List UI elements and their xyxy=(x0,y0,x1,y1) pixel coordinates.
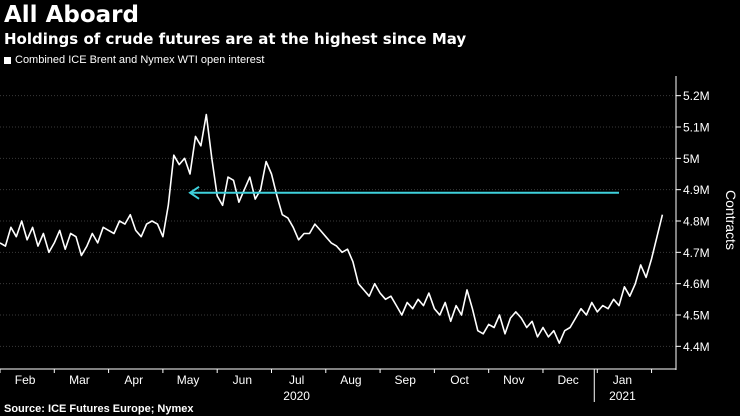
x-axis-ticks: Feb Mar Apr May Jun Jul Aug Sep Oct Nov Dec Jan 2020… xyxy=(0,368,676,403)
x-tick-label: Apr xyxy=(124,373,143,387)
y-tick-label: 5M xyxy=(683,152,700,166)
x-tick-label: May xyxy=(177,373,200,387)
chart-subtitle: Holdings of crude futures are at the hig… xyxy=(4,30,467,48)
legend-label: Combined ICE Brent and Nymex WTI open in… xyxy=(15,54,265,66)
legend-swatch xyxy=(4,56,11,64)
gridlines xyxy=(0,95,676,347)
x-tick-label: Aug xyxy=(340,373,361,387)
x-tick-label: Nov xyxy=(503,373,524,387)
y-tick-label: 4.8M xyxy=(683,215,710,229)
x-tick-label: Jan xyxy=(613,373,632,387)
y-tick-label: 4.6M xyxy=(683,277,710,291)
arrow-head xyxy=(188,185,200,200)
y-tick-label: 5.1M xyxy=(683,121,710,135)
x-tick-label: Jun xyxy=(233,373,252,387)
annotation-arrow xyxy=(188,185,619,200)
x-tick-label: Sep xyxy=(395,373,417,387)
x-year-label: 2021 xyxy=(609,389,636,403)
legend: Combined ICE Brent and Nymex WTI open in… xyxy=(4,54,264,66)
x-tick-label: Mar xyxy=(69,373,90,387)
y-tick-label: 4.9M xyxy=(683,183,710,197)
x-tick-label: Dec xyxy=(557,373,578,387)
x-tick-label: Jul xyxy=(289,373,304,387)
x-year-label: 2020 xyxy=(283,389,310,403)
chart-title: All Aboard xyxy=(4,2,139,28)
y-tick-label: 4.7M xyxy=(683,246,710,260)
series-line-open-interest xyxy=(0,113,664,344)
y-tick-label: 5.2M xyxy=(683,89,710,103)
x-tick-label: Feb xyxy=(15,373,36,387)
y-tick-label: 4.5M xyxy=(683,309,710,323)
y-axis-ticks: 4.4M 4.5M 4.6M 4.7M 4.8M 4.9M 5M 5.1M 5.2M xyxy=(675,76,710,370)
x-tick-label: Oct xyxy=(450,373,469,387)
y-axis-label: Contracts xyxy=(723,190,739,250)
source-note: Source: ICE Futures Europe; Nymex xyxy=(4,403,194,415)
y-tick-label: 4.4M xyxy=(683,340,710,354)
